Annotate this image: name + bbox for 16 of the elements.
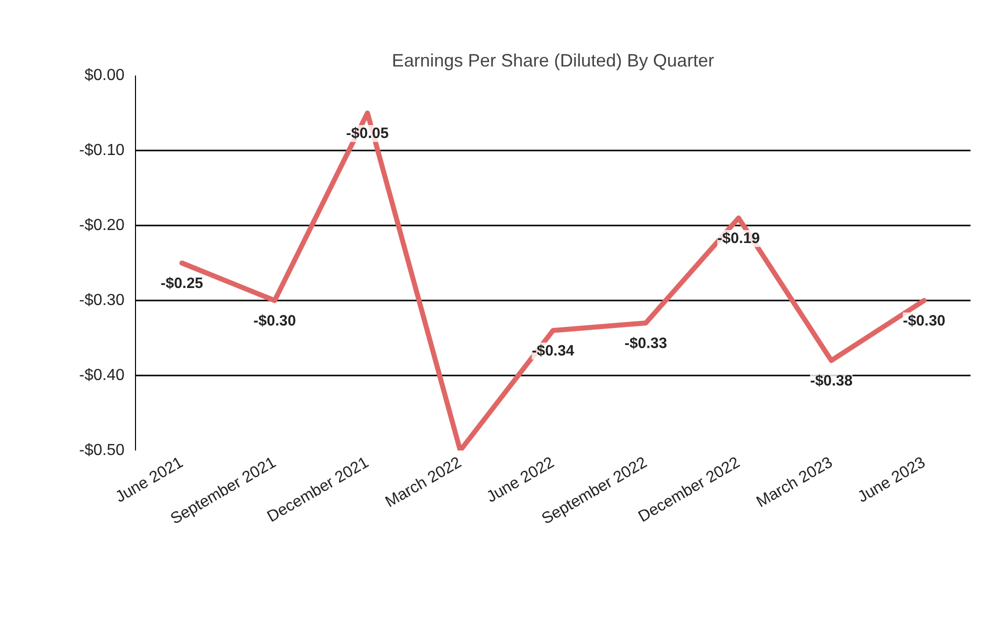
- x-tick-label: June 2023: [855, 454, 928, 506]
- text: -$0.34: [532, 342, 574, 360]
- y-tick-label: -$0.40: [79, 367, 125, 384]
- y-tick-label: $0.00: [84, 67, 125, 84]
- text: -$0.30: [902, 312, 946, 330]
- text: -$0.33: [624, 335, 668, 352]
- chart-title: Earnings Per Share (Diluted) By Quarter: [392, 50, 714, 70]
- text: -$0.38: [810, 372, 853, 390]
- text: -$0.30: [253, 312, 296, 330]
- text: -$0.05: [346, 125, 389, 142]
- y-tick-label: -$0.50: [79, 442, 125, 459]
- y-tick-label: -$0.20: [79, 217, 125, 234]
- y-tick-label: -$0.30: [79, 292, 125, 309]
- y-tick-label: -$0.10: [79, 142, 125, 159]
- text: -$0.19: [717, 230, 760, 247]
- text: -$0.25: [160, 275, 204, 292]
